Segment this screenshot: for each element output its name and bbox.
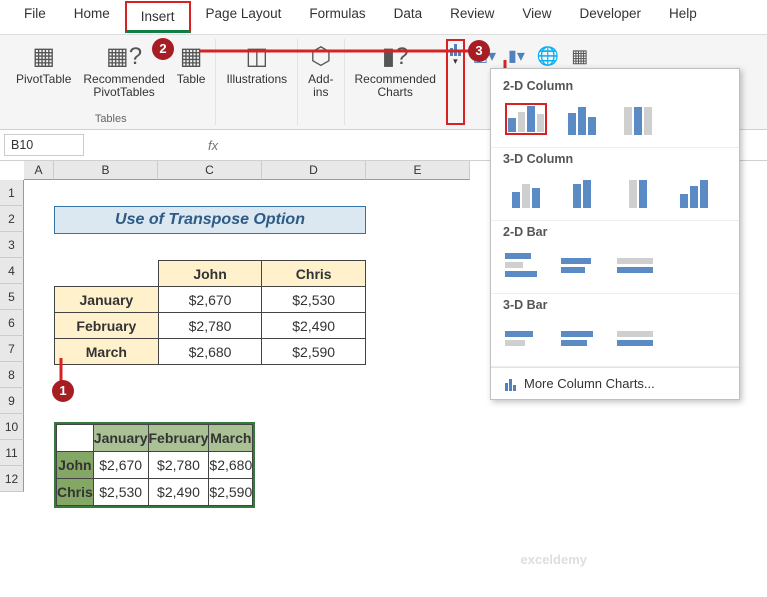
ribbon-tabs: File Home Insert Page Layout Formulas Da… <box>0 0 767 35</box>
100-bar-thumb[interactable] <box>617 249 659 281</box>
marker-2: 2 <box>152 38 174 60</box>
name-box[interactable]: B10 <box>4 134 84 156</box>
3d-clustered-thumb[interactable] <box>505 176 547 208</box>
3d-clustered-bar-thumb[interactable] <box>505 322 547 354</box>
table-2-selected[interactable]: JanuaryFebruaryMarch John$2,670$2,780$2,… <box>54 422 255 508</box>
tab-developer[interactable]: Developer <box>565 0 655 34</box>
clustered-column-thumb[interactable] <box>505 103 547 135</box>
tab-page-layout[interactable]: Page Layout <box>192 0 296 34</box>
col-B[interactable]: B <box>54 161 158 180</box>
tab-insert[interactable]: Insert <box>125 1 191 33</box>
col-C[interactable]: C <box>158 161 262 180</box>
row-headers: 123456789101112 <box>0 180 24 492</box>
3d-column-thumb[interactable] <box>673 176 715 208</box>
stacked-column-thumb[interactable] <box>561 103 603 135</box>
more-column-charts[interactable]: More Column Charts... <box>491 367 739 399</box>
chart-dropdown: 2-D Column 3-D Column 2-D Bar 3-D Bar Mo… <box>490 68 740 400</box>
3d-100-bar-thumb[interactable] <box>617 322 659 354</box>
tab-formulas[interactable]: Formulas <box>295 0 379 34</box>
watermark: exceldemy <box>521 552 588 567</box>
tab-view[interactable]: View <box>508 0 565 34</box>
tab-home[interactable]: Home <box>60 0 124 34</box>
section-2d-column: 2-D Column <box>491 75 739 97</box>
pivottable-button[interactable]: ▦PivotTable <box>12 39 75 113</box>
tab-help[interactable]: Help <box>655 0 711 34</box>
col-A[interactable]: A <box>24 161 54 180</box>
clustered-bar-thumb[interactable] <box>505 249 547 281</box>
col-D[interactable]: D <box>262 161 366 180</box>
title-1: Use of Transpose Option <box>54 206 366 234</box>
stacked-bar-thumb[interactable] <box>561 249 603 281</box>
tab-file[interactable]: File <box>10 0 60 34</box>
table-1: Use of Transpose Option JohnChris Januar… <box>54 206 366 365</box>
section-3d-bar: 3-D Bar <box>491 294 739 316</box>
100-stacked-column-thumb[interactable] <box>617 103 659 135</box>
section-3d-column: 3-D Column <box>491 148 739 170</box>
tab-review[interactable]: Review <box>436 0 508 34</box>
col-E[interactable]: E <box>366 161 470 180</box>
bar-chart-icon <box>505 377 516 391</box>
section-2d-bar: 2-D Bar <box>491 221 739 243</box>
marker-3: 3 <box>468 40 490 62</box>
3d-stacked-bar-thumb[interactable] <box>561 322 603 354</box>
tab-data[interactable]: Data <box>380 0 437 34</box>
fx-icon[interactable]: fx <box>208 138 218 153</box>
arrow-2-to-3 <box>200 45 490 57</box>
3d-100-thumb[interactable] <box>617 176 659 208</box>
3d-stacked-thumb[interactable] <box>561 176 603 208</box>
marker-1: 1 <box>52 380 74 402</box>
group-tables-label: Tables <box>95 113 127 125</box>
